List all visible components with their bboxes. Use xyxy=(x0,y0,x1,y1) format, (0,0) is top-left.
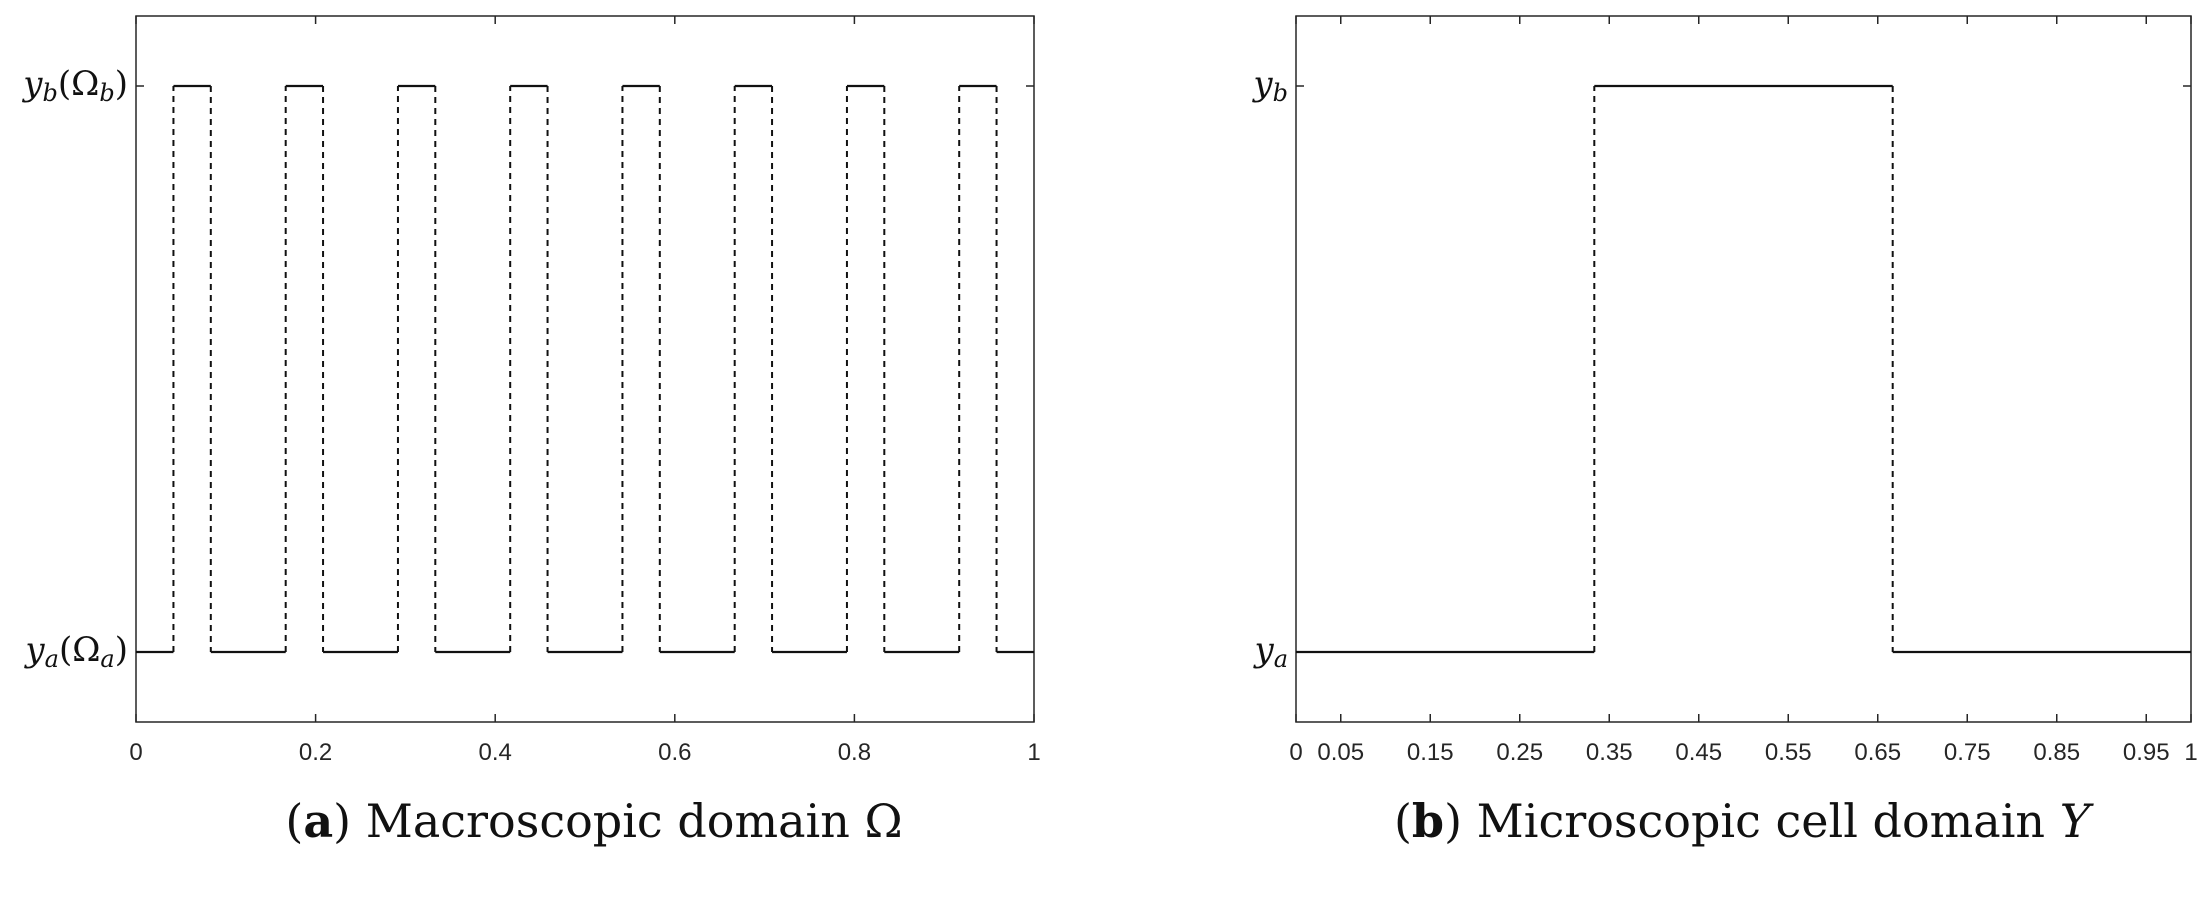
chart-panel-b: 0 0.05 0.15 0.25 0.35 0.45 0.55 0.65 0.75 0.85 0.9… xyxy=(1251,15,2198,766)
y-tick-label: yb(Ωb) xyxy=(21,64,128,107)
x-tick-label: 0.45 xyxy=(1675,739,1722,766)
x-tick-label: 0.6 xyxy=(658,739,691,766)
x-tick-label: 0.15 xyxy=(1407,739,1454,766)
plot-frame xyxy=(135,15,1035,723)
x-tick-label: 0.05 xyxy=(1317,739,1364,766)
panel-caption: (a) Macroscopic domain Ω xyxy=(285,794,902,848)
panel-caption: (b) Microscopic cell domain Y xyxy=(1394,794,2095,848)
plot-frame xyxy=(1295,15,2192,723)
x-tick-label: 0.25 xyxy=(1496,739,1543,766)
x-tick-label: 1 xyxy=(2184,739,2197,766)
x-tick-label: 0.55 xyxy=(1765,739,1812,766)
y-tick-label: ya(Ωa) xyxy=(23,630,128,673)
x-tick-label: 0.2 xyxy=(299,739,332,766)
y-tick-label: ya xyxy=(1252,630,1288,673)
x-tick-label: 0.85 xyxy=(2033,739,2080,766)
x-tick-label: 0.4 xyxy=(479,739,512,766)
x-tick-label: 0.35 xyxy=(1586,739,1633,766)
x-tick-label: 0.65 xyxy=(1854,739,1901,766)
x-tick-label: 0.95 xyxy=(2123,739,2170,766)
x-tick-label: 1 xyxy=(1027,739,1040,766)
y-tick-label: yb xyxy=(1251,64,1288,107)
x-tick-label: 0.8 xyxy=(838,739,871,766)
chart-panel-a: 0 0.2 0.4 0.6 0.8 1 ya(Ωa) yb(Ωb) xyxy=(21,15,1041,766)
x-tick-label: 0 xyxy=(129,739,142,766)
x-tick-label: 0.75 xyxy=(1944,739,1991,766)
x-tick-label: 0 xyxy=(1289,739,1302,766)
